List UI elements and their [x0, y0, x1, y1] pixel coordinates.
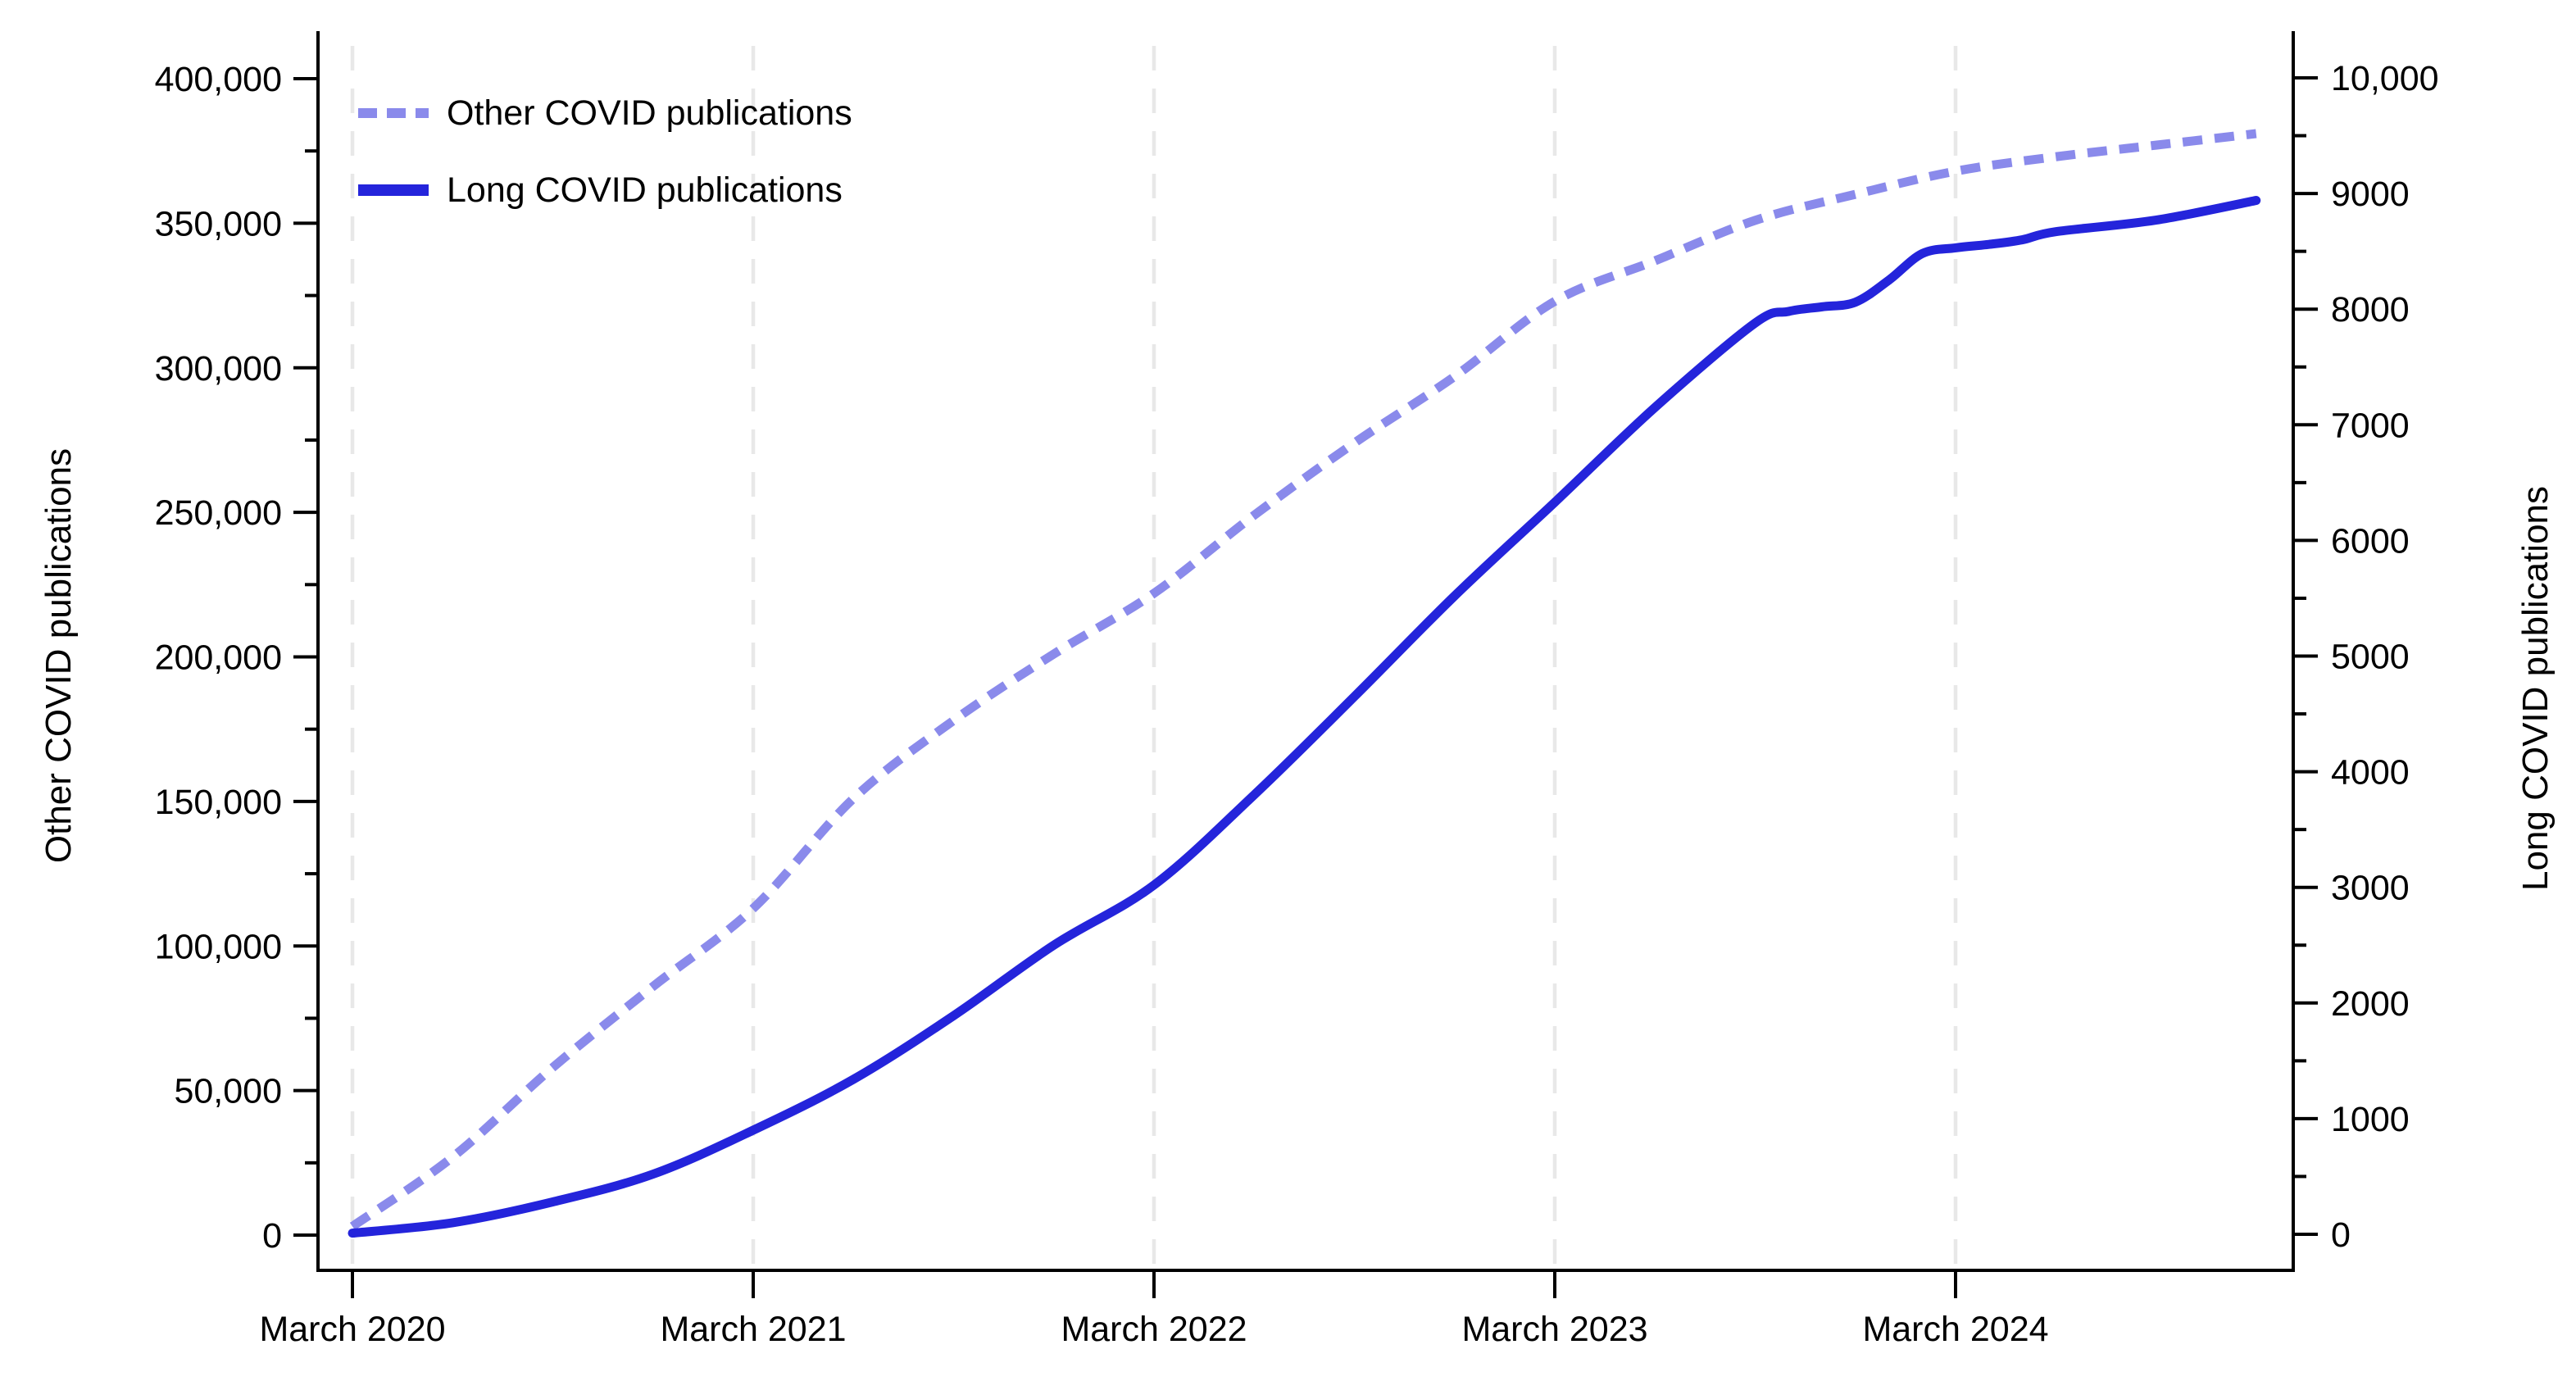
y-right-tick-label: 2000	[2331, 984, 2410, 1024]
x-tick-label: March 2023	[1461, 1310, 1647, 1349]
y-right-tick-label: 9000	[2331, 175, 2410, 214]
y-left-tick-label: 350,000	[155, 204, 282, 243]
y-right-tick-label: 0	[2331, 1215, 2351, 1255]
y-right-tick-label: 5000	[2331, 638, 2410, 677]
y-right-tick-label: 10,000	[2331, 59, 2439, 98]
right-axis-title: Long COVID publications	[2515, 485, 2556, 892]
x-tick-label: March 2021	[660, 1310, 846, 1349]
y-left-tick-label: 100,000	[155, 927, 282, 966]
y-left-tick-label: 0	[262, 1216, 282, 1256]
legend-label-other-covid: Other COVID publications	[447, 93, 852, 133]
legend-label-long-covid: Long COVID publications	[447, 170, 843, 210]
y-right-tick-label: 8000	[2331, 290, 2410, 329]
y-left-tick-label: 50,000	[174, 1072, 282, 1111]
x-tick-label: March 2022	[1061, 1310, 1247, 1349]
y-left-tick-label: 200,000	[155, 638, 282, 678]
y-right-tick-label: 7000	[2331, 406, 2410, 445]
y-right-tick-label: 4000	[2331, 753, 2410, 793]
x-tick-label: March 2020	[259, 1310, 445, 1349]
y-left-tick-label: 250,000	[155, 493, 282, 533]
series-line-other-covid	[349, 129, 2257, 1230]
left-axis-title: Other COVID publications	[39, 447, 79, 864]
series-line-long-covid	[348, 196, 2261, 1238]
y-right-tick-label: 3000	[2331, 869, 2410, 908]
y-left-tick-label: 300,000	[155, 349, 282, 388]
x-tick-label: March 2024	[1862, 1310, 2048, 1349]
y-right-tick-label: 6000	[2331, 521, 2410, 561]
y-right-tick-label: 1000	[2331, 1100, 2410, 1139]
y-left-tick-label: 150,000	[155, 783, 282, 822]
y-left-tick-label: 400,000	[155, 60, 282, 99]
